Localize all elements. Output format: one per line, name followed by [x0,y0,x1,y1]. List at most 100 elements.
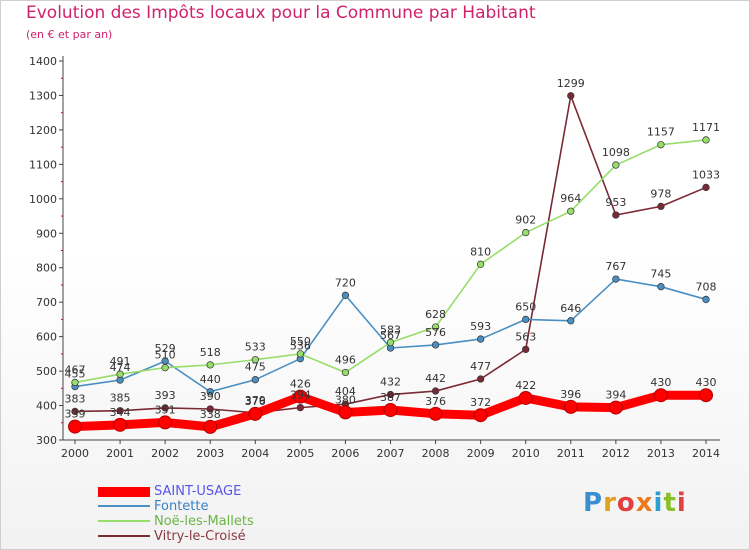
x-tick-label: 2008 [422,447,450,460]
y-tick-label: 1200 [29,124,57,137]
x-tick-label: 2000 [61,447,89,460]
data-point-saint-usage [518,390,533,405]
data-label-vitry-le-croise: 953 [605,196,626,209]
x-tick-label: 2007 [377,447,405,460]
data-point-saint-usage [68,419,82,434]
data-label-fontette: 576 [425,326,446,339]
data-label-saint-usage: 376 [425,395,446,408]
data-label-vitry-le-croise: 383 [65,392,86,405]
data-point-saint-usage [338,405,353,420]
legend-label-fontette: Fontette [154,499,209,514]
data-point-noe-les-mallets [657,141,665,149]
data-label-noe-les-mallets: 810 [470,245,491,258]
logo-letter: i [676,488,687,518]
y-tick-label: 1000 [29,193,57,206]
data-label-noe-les-mallets: 583 [380,323,401,336]
logo-letter: t [663,488,677,518]
data-label-vitry-le-croise: 477 [470,360,491,373]
data-point-fontette [657,283,665,291]
logo-letter: r [603,488,617,518]
data-point-noe-les-mallets [476,260,485,268]
data-label-noe-les-mallets: 467 [65,363,86,376]
data-point-saint-usage [158,415,173,430]
data-point-noe-les-mallets [341,368,350,377]
y-tick-label: 600 [36,331,57,344]
data-label-saint-usage: 430 [650,376,671,389]
data-label-noe-les-mallets: 491 [110,355,131,368]
data-label-saint-usage: 351 [155,403,176,416]
series-saint-usage [68,388,713,434]
x-tick-label: 2003 [196,447,224,460]
data-label-fontette: 745 [650,268,671,281]
data-point-vitry-le-croise [296,403,305,412]
data-label-saint-usage: 396 [560,388,581,401]
data-point-vitry-le-croise [476,375,485,383]
data-label-vitry-le-croise: 393 [155,389,176,402]
data-labels-layer: 383 385 393 390 379 394 404 432 442 477 563 1299 953… [65,77,721,421]
data-label-vitry-le-croise: 1033 [692,168,720,181]
data-point-saint-usage [473,408,488,423]
data-point-vitry-le-croise [657,202,665,211]
data-label-noe-les-mallets: 628 [425,308,446,321]
data-point-saint-usage [248,406,263,421]
data-point-noe-les-mallets [116,370,124,378]
legend-item-saint-usage: SAINT-USAGE [98,484,358,499]
legend-swatch-vitry-le-croise [98,535,150,537]
y-tick-label: 400 [36,400,57,413]
data-label-saint-usage: 394 [605,389,626,402]
data-point-fontette [431,341,440,349]
data-point-fontette [702,295,710,304]
data-point-vitry-le-croise [612,211,620,219]
data-label-saint-usage: 372 [470,396,491,409]
data-point-vitry-le-croise [702,183,710,192]
series-vitry-le-croise [71,92,710,417]
data-point-noe-les-mallets [206,361,214,369]
data-point-noe-les-mallets [251,356,259,364]
data-label-fontette: 767 [605,260,626,273]
data-label-fontette: 536 [290,340,311,353]
data-point-fontette [567,317,575,325]
legend: SAINT-USAGE Fontette Noë-les-Mallets Vit… [98,484,358,544]
x-tick-label: 2010 [512,447,540,460]
data-label-vitry-le-croise: 432 [380,376,401,389]
data-point-noe-les-mallets [71,378,79,387]
data-label-vitry-le-croise: 394 [290,389,311,402]
data-point-saint-usage [293,389,308,404]
data-point-saint-usage [203,419,218,434]
legend-item-noe-les-mallets: Noë-les-Mallets [98,514,358,529]
data-label-noe-les-mallets: 518 [200,346,221,359]
data-label-vitry-le-croise: 563 [515,330,536,343]
data-label-saint-usage: 430 [696,376,717,389]
data-label-vitry-le-croise: 379 [245,394,266,407]
data-label-noe-les-mallets: 1157 [647,126,675,139]
x-tick-label: 2006 [331,447,359,460]
series-noe-les-mallets [71,136,710,387]
data-label-vitry-le-croise: 390 [200,390,221,403]
data-label-vitry-le-croise: 404 [335,385,356,398]
y-tick-label: 300 [36,434,57,447]
legend-item-vitry-le-croise: Vitry-le-Croisé [98,529,358,544]
data-point-noe-les-mallets [431,323,440,331]
data-point-fontette [341,291,350,299]
y-tick-label: 1100 [29,158,57,171]
data-point-saint-usage [563,399,578,414]
data-point-vitry-le-croise [522,345,530,354]
data-label-saint-usage: 339 [65,408,86,421]
data-point-noe-les-mallets [296,350,305,358]
x-tick-label: 2002 [151,447,179,460]
data-label-fontette: 708 [696,280,717,293]
data-point-vitry-le-croise [431,387,440,395]
data-point-noe-les-mallets [702,136,710,144]
legend-item-fontette: Fontette [98,499,358,514]
data-point-vitry-le-croise [116,407,124,415]
data-label-fontette: 455 [65,368,86,381]
logo-letter: i [653,488,664,518]
data-label-saint-usage: 344 [110,406,131,419]
data-label-noe-les-mallets: 1171 [692,121,720,134]
data-point-noe-les-mallets [567,207,575,215]
legend-label-noe-les-mallets: Noë-les-Mallets [154,514,254,529]
data-label-noe-les-mallets: 496 [335,353,356,366]
chart-title: Evolution des Impôts locaux pour la Comm… [26,3,536,23]
data-label-saint-usage: 422 [515,379,536,392]
